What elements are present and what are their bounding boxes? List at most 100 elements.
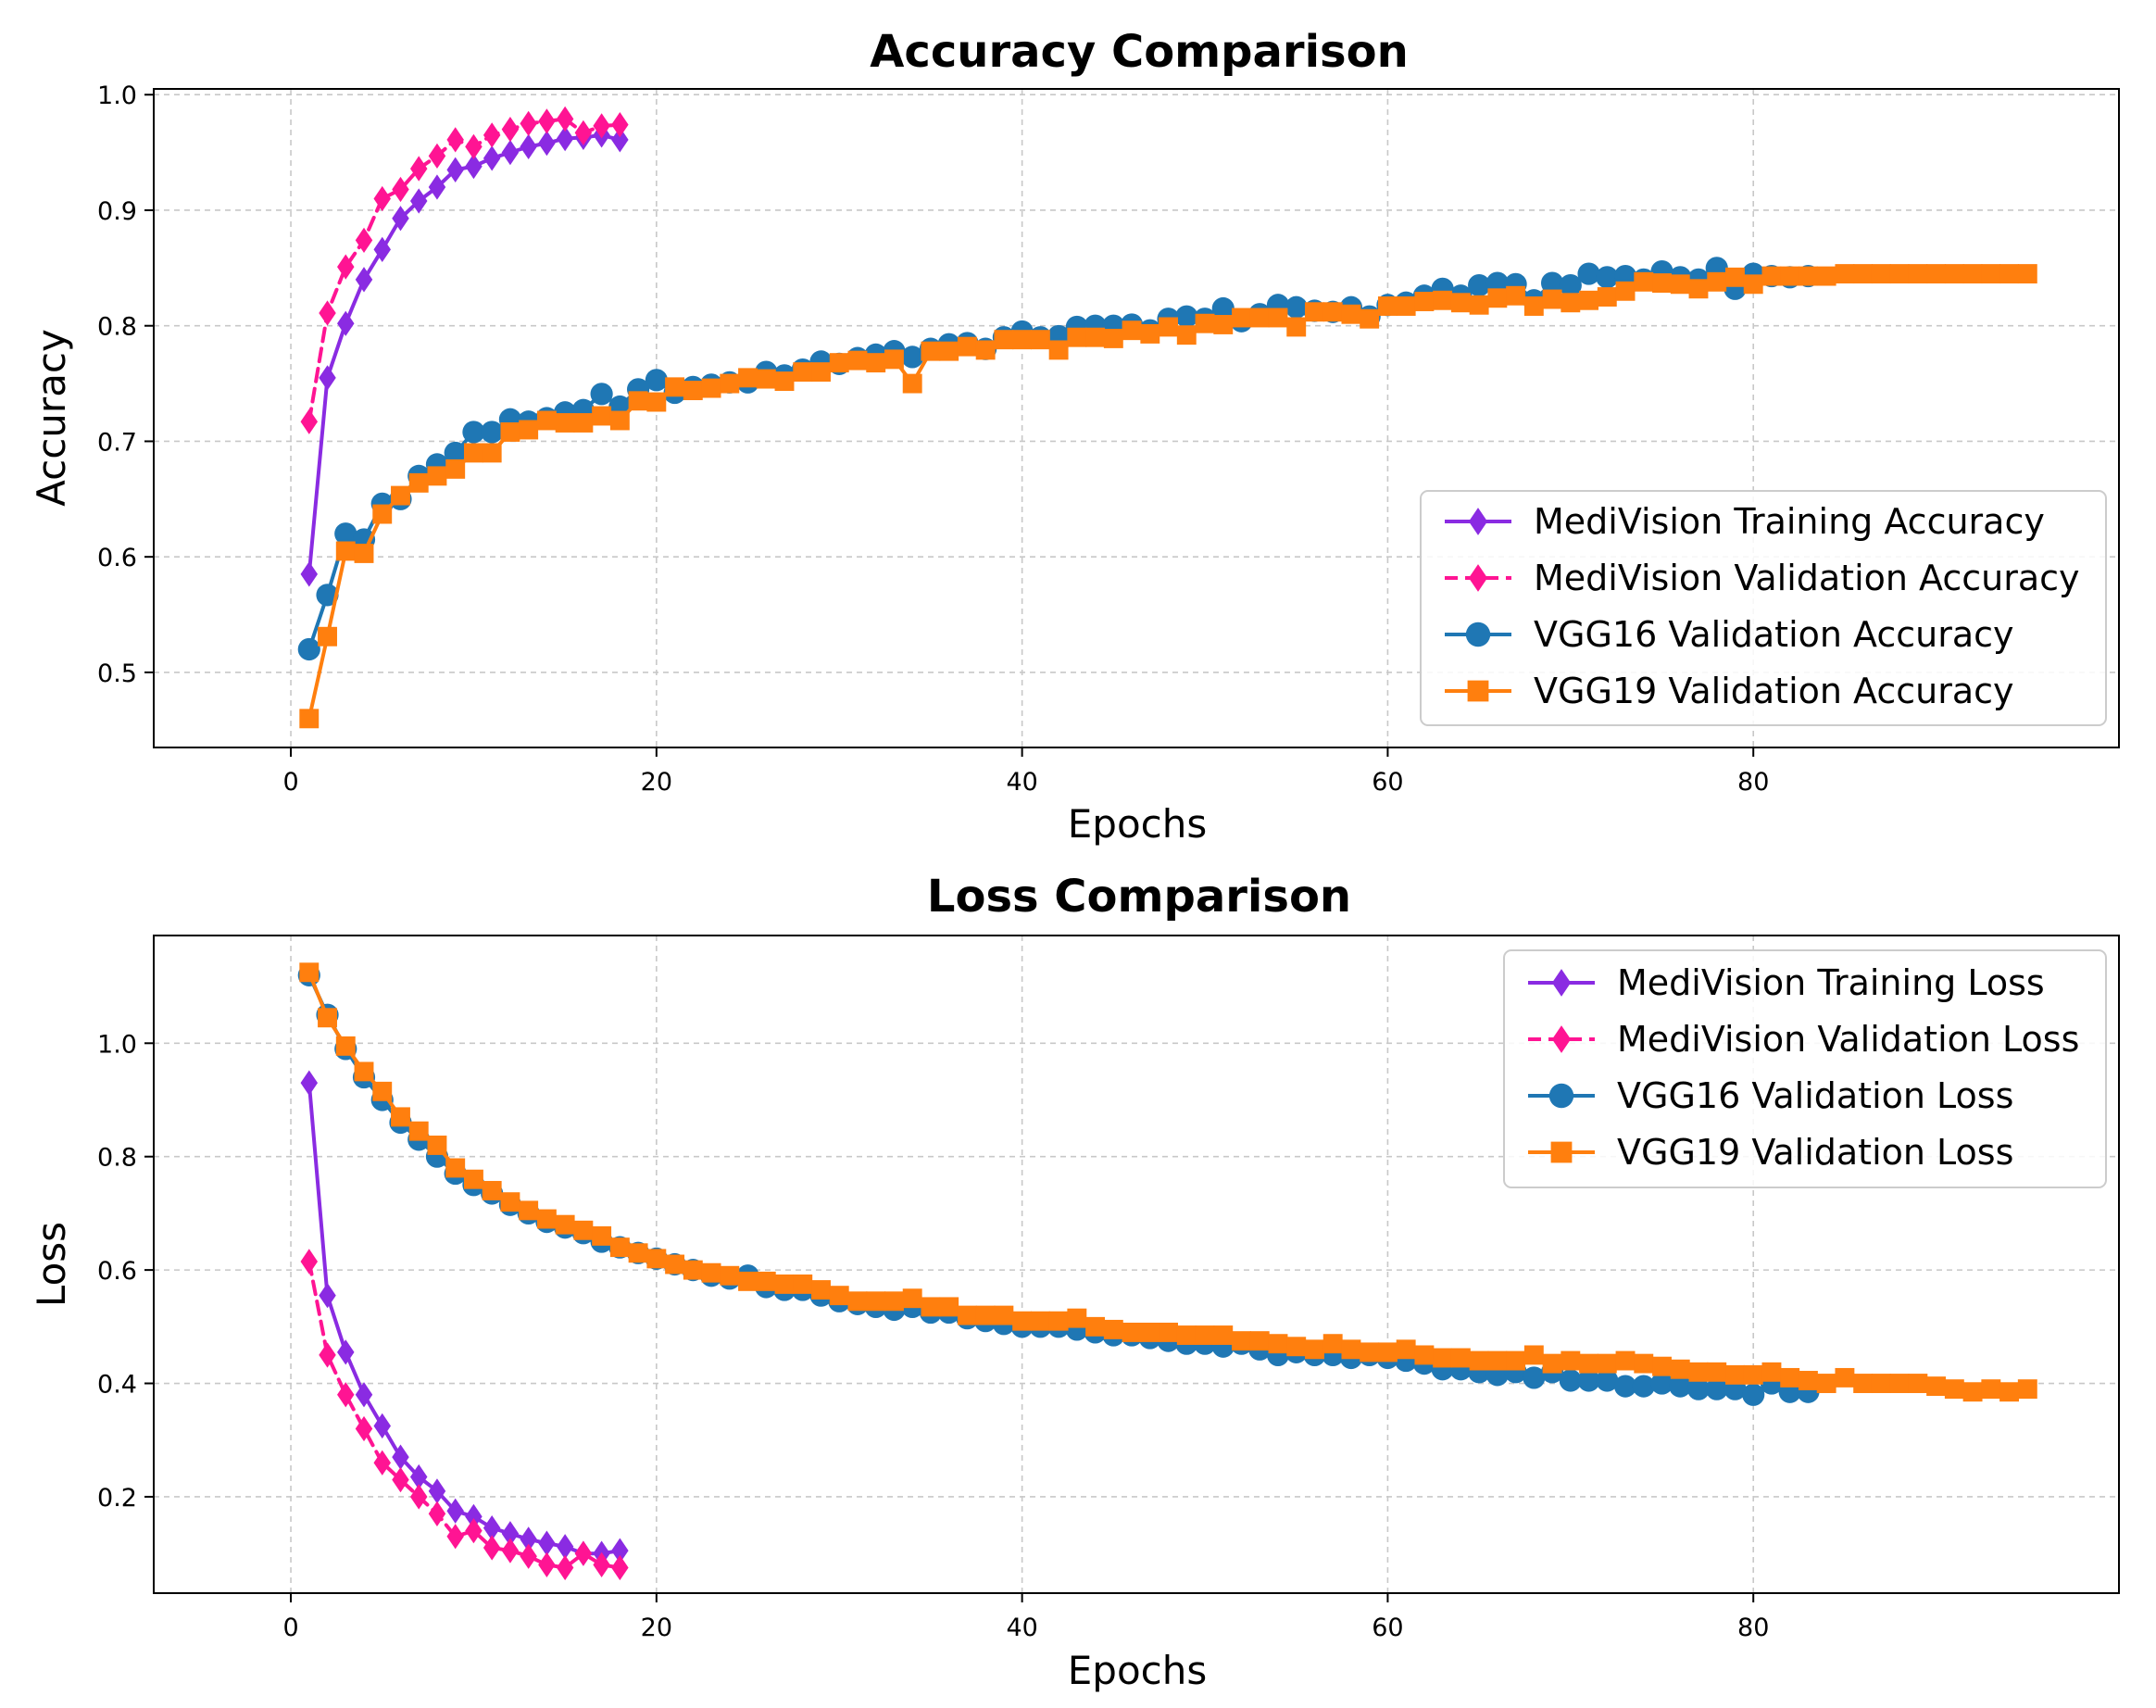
accuracy-point-vgg19-validation — [555, 413, 575, 433]
accuracy-point-vgg19-validation — [1140, 323, 1160, 344]
loss-point-vgg19-validation — [519, 1200, 539, 1221]
accuracy-point-vgg19-validation — [354, 543, 374, 563]
loss-point-vgg19-validation — [1579, 1353, 1599, 1374]
accuracy-point-vgg19-validation — [1999, 264, 2020, 284]
accuracy-point-vgg19-validation — [1305, 302, 1324, 322]
loss-point-medivision-training — [337, 1339, 355, 1365]
accuracy-point-vgg19-validation — [646, 392, 667, 412]
loss-point-vgg19-validation — [1798, 1371, 1818, 1390]
loss-point-medivision-validation — [538, 1551, 556, 1578]
accuracy-point-vgg19-validation — [939, 341, 959, 361]
loss-point-vgg19-validation — [1999, 1382, 2020, 1402]
loss-y-tick-label: 0.4 — [97, 1371, 137, 1400]
loss-point-vgg19-validation — [1414, 1345, 1435, 1365]
accuracy-point-vgg19-validation — [1213, 315, 1234, 334]
loss-point-vgg19-validation — [1249, 1331, 1270, 1351]
accuracy-point-vgg19-validation — [756, 369, 776, 389]
loss-point-medivision-training — [501, 1521, 520, 1547]
accuracy-point-medivision-validation — [446, 127, 464, 153]
accuracy-point-vgg19-validation — [1268, 308, 1288, 328]
accuracy-point-vgg19-validation — [1944, 264, 1964, 284]
loss-point-vgg19-validation — [829, 1286, 849, 1306]
loss-point-vgg19-validation — [1213, 1325, 1234, 1345]
loss-point-vgg16-validation — [1632, 1375, 1655, 1398]
loss-point-medivision-training — [520, 1526, 537, 1552]
accuracy-point-medivision-training — [483, 145, 501, 171]
loss-point-vgg19-validation — [1634, 1353, 1654, 1374]
loss-point-vgg19-validation — [1140, 1322, 1160, 1342]
accuracy-point-medivision-validation — [483, 122, 501, 148]
accuracy-point-vgg19-validation — [1232, 308, 1251, 328]
accuracy-legend-marker — [1468, 508, 1488, 535]
accuracy-point-vgg19-validation — [1360, 308, 1380, 329]
accuracy-point-medivision-training — [465, 153, 483, 180]
loss-point-vgg19-validation — [1268, 1334, 1288, 1354]
loss-point-vgg19-validation — [1103, 1319, 1123, 1339]
loss-x-tick-label: 80 — [1737, 1614, 1769, 1642]
accuracy-point-vgg19-validation — [1707, 271, 1727, 292]
accuracy-legend-marker — [1468, 564, 1488, 592]
accuracy-point-medivision-training — [556, 125, 574, 152]
loss-x-tick-label: 60 — [1372, 1614, 1403, 1642]
loss-point-medivision-validation — [574, 1540, 593, 1566]
loss-point-medivision-training — [556, 1534, 574, 1560]
accuracy-point-medivision-validation — [501, 117, 520, 143]
accuracy-y-tick-label: 0.6 — [97, 544, 137, 572]
loss-point-vgg19-validation — [793, 1274, 813, 1294]
accuracy-x-tick-label: 60 — [1372, 768, 1403, 797]
accuracy-point-vgg19-validation — [921, 341, 941, 361]
loss-point-vgg19-validation — [921, 1297, 941, 1317]
loss-legend-box — [1503, 949, 2107, 1188]
loss-point-vgg19-validation — [665, 1254, 685, 1275]
accuracy-legend-label: MediVision Validation Accuracy — [1534, 558, 2080, 598]
loss-point-vgg19-validation — [1085, 1316, 1106, 1337]
loss-point-medivision-validation — [611, 1554, 629, 1581]
loss-point-vgg19-validation — [847, 1291, 868, 1312]
loss-legend-label: VGG16 Validation Loss — [1617, 1075, 2013, 1116]
accuracy-point-vgg19-validation — [1652, 273, 1672, 294]
loss-point-medivision-training — [392, 1444, 409, 1470]
accuracy-point-vgg19-validation — [1962, 264, 1983, 284]
loss-x-tick-label: 20 — [641, 1614, 672, 1642]
accuracy-point-medivision-validation — [355, 227, 373, 254]
accuracy-point-vgg19-validation — [1085, 327, 1106, 347]
loss-point-medivision-validation — [483, 1535, 501, 1561]
loss-line-medivision-validation — [307, 1259, 622, 1570]
accuracy-point-vgg19-validation — [994, 330, 1014, 350]
loss-point-vgg16-validation — [1523, 1366, 1546, 1389]
accuracy-point-vgg19-validation — [1561, 293, 1581, 313]
accuracy-point-medivision-training — [337, 310, 355, 336]
loss-point-vgg19-validation — [1542, 1353, 1562, 1374]
accuracy-point-medivision-validation — [428, 143, 446, 169]
loss-point-medivision-training — [428, 1478, 446, 1504]
loss-point-vgg19-validation — [1487, 1350, 1508, 1371]
loss-point-vgg19-validation — [1816, 1374, 1836, 1393]
loss-point-vgg19-validation — [1322, 1334, 1343, 1354]
accuracy-series-vgg19-validation — [299, 264, 2037, 729]
loss-legend-item-medivision-validation: MediVision Validation Loss — [1528, 1019, 2079, 1060]
loss-series-group — [297, 962, 2037, 1581]
loss-series-medivision-training — [300, 1070, 629, 1566]
accuracy-legend-item-vgg16-validation: VGG16 Validation Accuracy — [1445, 614, 2014, 655]
accuracy-point-medivision-training — [373, 236, 391, 263]
loss-point-vgg19-validation — [957, 1305, 977, 1325]
loss-point-vgg19-validation — [774, 1274, 795, 1294]
loss-y-axis-label: Loss — [29, 1222, 74, 1307]
accuracy-point-vgg16-validation — [1577, 262, 1600, 285]
accuracy-series-medivision-training — [300, 122, 629, 587]
accuracy-point-vgg19-validation — [1926, 264, 1947, 284]
loss-point-vgg19-validation — [354, 1061, 374, 1082]
loss-point-vgg19-validation — [866, 1291, 886, 1312]
accuracy-point-medivision-training — [300, 561, 319, 587]
loss-legend-marker — [1550, 1141, 1573, 1163]
loss-point-vgg19-validation — [299, 962, 320, 983]
loss-point-vgg19-validation — [1707, 1362, 1727, 1382]
loss-point-vgg19-validation — [939, 1297, 959, 1317]
loss-point-vgg19-validation — [1048, 1311, 1069, 1331]
loss-point-medivision-training — [355, 1382, 373, 1408]
accuracy-series-group — [297, 106, 2037, 729]
accuracy-point-vgg19-validation — [1341, 304, 1361, 324]
loss-point-vgg19-validation — [738, 1271, 758, 1291]
accuracy-point-vgg16-validation — [901, 345, 924, 369]
loss-point-vgg19-validation — [500, 1192, 520, 1212]
